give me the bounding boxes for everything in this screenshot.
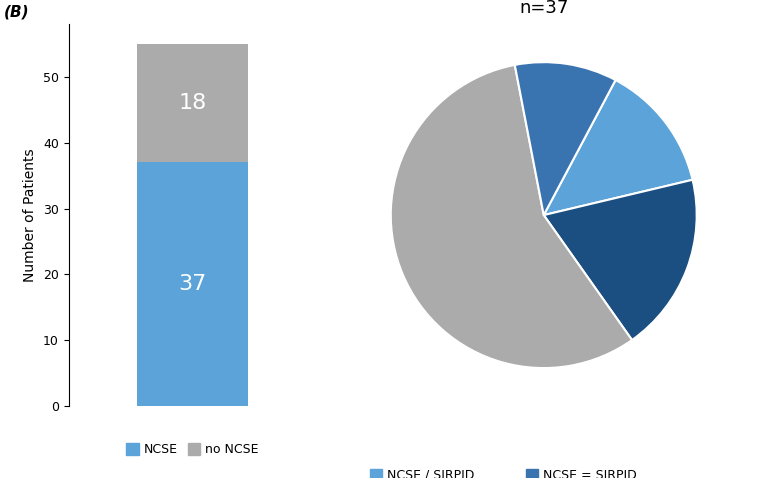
Text: 37: 37: [178, 274, 207, 294]
Legend: NCSE / SIRPID, NCSE before SIRPID, NCSE = SIRPID, NCSE after SIRPID: NCSE / SIRPID, NCSE before SIRPID, NCSE …: [365, 464, 661, 478]
Legend: NCSE, no NCSE: NCSE, no NCSE: [121, 438, 264, 461]
Text: 18: 18: [178, 93, 207, 113]
Bar: [136, 43, 248, 163]
Wedge shape: [391, 65, 632, 368]
Wedge shape: [515, 62, 616, 215]
Text: (B): (B): [4, 5, 30, 20]
Wedge shape: [544, 80, 693, 215]
Bar: [136, 163, 248, 406]
Title: n=37: n=37: [519, 0, 568, 17]
Wedge shape: [544, 180, 696, 340]
Y-axis label: Number of Patients: Number of Patients: [24, 148, 37, 282]
